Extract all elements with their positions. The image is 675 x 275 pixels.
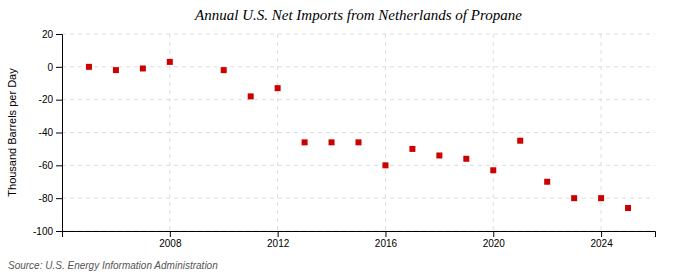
chart: 2008 2012 2016 2020 2024 -100 -80 -60 -40 -20 0 20 A… (0, 0, 675, 275)
grid-line (62, 132, 655, 133)
point (382, 162, 388, 168)
tick-label: 20 (42, 29, 54, 40)
title: Annual U.S. Net Imports from Netherlands… (194, 7, 522, 23)
tick-mark (278, 231, 279, 237)
point (571, 195, 577, 201)
point (140, 65, 146, 71)
tick-mark (56, 198, 62, 199)
point (544, 179, 550, 185)
tick: -40 (39, 127, 62, 138)
grid (62, 34, 655, 231)
tick-mark (56, 34, 62, 35)
point (436, 152, 442, 158)
point (221, 67, 227, 73)
point (598, 195, 604, 201)
point (625, 205, 631, 211)
tick: -20 (39, 94, 62, 105)
point (302, 139, 308, 145)
tick: -100 (33, 226, 62, 237)
point (275, 85, 281, 91)
tick-mark (385, 231, 386, 237)
tick-label: -20 (39, 94, 54, 105)
point (463, 156, 469, 162)
tick: 20 (42, 29, 62, 40)
tick-label: -40 (39, 127, 54, 138)
point (113, 67, 119, 73)
annotation: Source: U.S. Energy Information Administ… (8, 260, 218, 271)
grid-line (62, 165, 655, 166)
grid-line (62, 34, 655, 35)
tick: -80 (39, 193, 62, 204)
point (329, 139, 335, 145)
tick-mark (56, 231, 62, 232)
tick-mark (56, 165, 62, 166)
tick: 2016 (375, 231, 398, 249)
points (86, 59, 631, 211)
grid-line (62, 66, 655, 67)
point (167, 59, 173, 65)
tick: 2012 (267, 231, 290, 249)
tick: 0 (47, 62, 62, 73)
grid-line (601, 34, 602, 231)
tick-label: 0 (47, 62, 53, 73)
tick-label: 2008 (159, 238, 182, 249)
axis-line (63, 232, 656, 238)
tick-mark (56, 100, 62, 101)
tick-label: -100 (33, 226, 53, 237)
grid-line (385, 34, 386, 231)
point (248, 93, 254, 99)
grid-line (62, 198, 655, 199)
tick: 2008 (159, 231, 182, 249)
plot: 2008 2012 2016 2020 2024 -100 -80 -60 -40 -20 0 20 (33, 29, 656, 249)
tick-label: 2016 (375, 238, 398, 249)
grid-line (277, 34, 278, 231)
tick: 2020 (483, 231, 506, 249)
tick-label: 2024 (590, 238, 613, 249)
tick-mark (601, 231, 602, 237)
y-axis-title: Thousand Barrels per Day (6, 68, 18, 197)
tick: 2024 (590, 231, 613, 249)
tick-mark (170, 231, 171, 237)
tick-label: -60 (39, 160, 54, 171)
tick-mark (56, 133, 62, 134)
axis-line (56, 35, 63, 232)
tick-mark (493, 231, 494, 237)
tick-label: 2020 (483, 238, 506, 249)
point (356, 139, 362, 145)
point (86, 64, 92, 70)
y-axis: -100 -80 -60 -40 -20 0 20 (33, 29, 63, 237)
x-axis: 2008 2012 2016 2020 2024 (63, 231, 656, 249)
grid-line (493, 34, 494, 231)
tick-label: -80 (39, 193, 54, 204)
grid-line (62, 99, 655, 100)
point (409, 146, 415, 152)
point (490, 167, 496, 173)
point (517, 138, 523, 144)
tick-mark (56, 67, 62, 68)
tick: -60 (39, 160, 62, 171)
tick-label: 2012 (267, 238, 290, 249)
